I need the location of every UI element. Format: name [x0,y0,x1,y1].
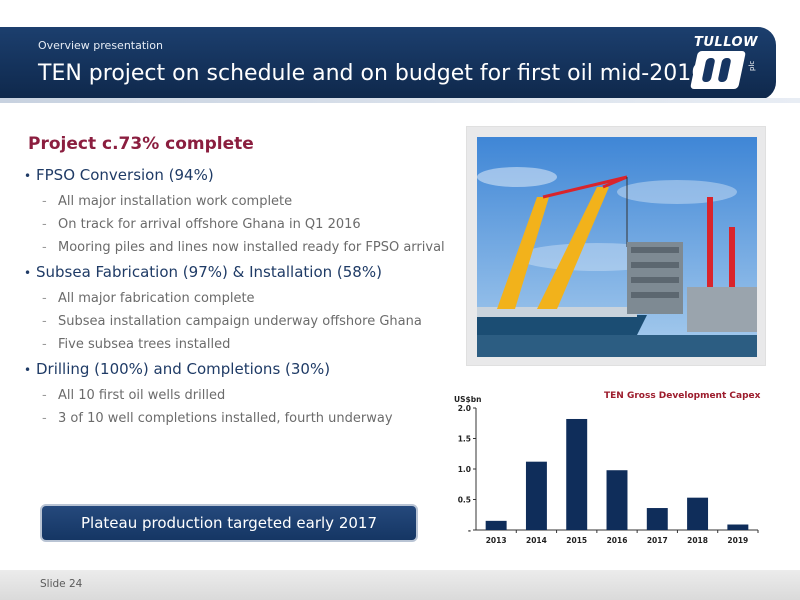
dash-icon: - [42,388,47,403]
x-tick-label: 2015 [566,536,587,545]
y-tick-label: 1.0 [458,465,471,474]
dash-icon: - [42,291,47,306]
capex-chart: US$bn TEN Gross Development Capex - 0.5 1.… [440,386,770,556]
chart-unit-label: US$bn [454,395,482,404]
sub-bullet: - All 10 first oil wells drilled [24,387,474,405]
project-heading: Project c.73% complete [28,134,254,154]
logo-text: TULLOW [694,35,758,50]
bar-2014 [525,461,547,530]
x-tick-label: 2017 [647,536,668,545]
dash-icon: - [42,314,47,329]
footer-bar: Slide 24 [0,570,800,600]
plateau-callout: Plateau production targeted early 2017 [40,504,418,542]
logo-plc: plc [748,60,756,71]
sub-bullet-text: 3 of 10 well completions installed, four… [58,411,393,426]
bar-2013 [485,520,507,530]
dash-icon: - [42,194,47,209]
sub-bullet: - Subsea installation campaign underway o… [24,313,474,331]
sub-bullet-text: Mooring piles and lines now installed re… [58,240,445,255]
dash-icon: - [42,240,47,255]
header-accent-line [0,98,800,103]
bar-2017 [646,508,668,530]
slide-title: TEN project on schedule and on budget fo… [38,61,706,86]
bullet-dot-icon: • [24,363,32,377]
dash-icon: - [42,337,47,352]
header-banner: Overview presentation TEN project on sch… [0,27,776,100]
sub-bullet-text: On track for arrival offshore Ghana in Q… [58,217,361,232]
bullet-drilling: • Drilling (100%) and Completions (30%) [24,359,474,380]
y-tick-label: 1.5 [458,435,471,444]
bullet-dot-icon: • [24,266,32,280]
bullet-list: • FPSO Conversion (94%) - All major instal… [24,165,474,433]
chart-plot: - 0.5 1.0 1.5 2.0 2013 2014 2015 2016 2017 2018 201… [458,404,759,545]
sub-bullet-text: Subsea installation campaign underway of… [58,314,422,329]
logo-mark-icon [689,51,747,89]
sub-bullet: - All major installation work complete [24,193,474,211]
bullet-fpso: • FPSO Conversion (94%) [24,165,474,186]
bullet-subsea: • Subsea Fabrication (97%) & Installation… [24,262,474,283]
dash-icon: - [42,411,47,426]
y-tick-label: 0.5 [458,496,471,505]
y-tick-label: - [468,526,471,535]
tullow-logo: TULLOW plc [689,35,760,93]
sub-bullet-text: All major installation work complete [58,194,293,209]
sub-bullet: - All major fabrication complete [24,290,474,308]
bullet-label: Drilling (100%) and Completions (30%) [36,360,331,378]
bar-2018 [687,497,709,530]
slide-number: Slide 24 [40,578,83,590]
dash-icon: - [42,217,47,232]
bar-2016 [606,470,628,530]
crane-vessel-image [477,137,757,357]
bar-2019 [727,524,749,530]
bar-2015 [566,418,588,530]
sub-bullet: - On track for arrival offshore Ghana in … [24,216,474,234]
chart-title: TEN Gross Development Capex [604,391,761,401]
sub-bullet-text: All major fabrication complete [58,291,255,306]
presentation-subtitle: Overview presentation [38,39,163,52]
sub-bullet-text: Five subsea trees installed [58,337,231,352]
crane-vessel-photo [466,126,766,366]
bullet-dot-icon: • [24,169,32,183]
sub-bullet-text: All 10 first oil wells drilled [58,388,226,403]
bullet-label: Subsea Fabrication (97%) & Installation … [36,263,382,281]
sub-bullet: - Five subsea trees installed [24,336,474,354]
sub-bullet: - Mooring piles and lines now installed r… [24,239,474,257]
x-tick-label: 2014 [526,536,547,545]
bullet-label: FPSO Conversion (94%) [36,166,214,184]
x-tick-label: 2016 [607,536,628,545]
x-tick-label: 2018 [687,536,708,545]
sub-bullet: -3 of 10 well completions installed, fou… [24,410,474,428]
x-tick-label: 2013 [486,536,507,545]
x-tick-label: 2019 [727,536,748,545]
y-tick-label: 2.0 [458,404,471,413]
